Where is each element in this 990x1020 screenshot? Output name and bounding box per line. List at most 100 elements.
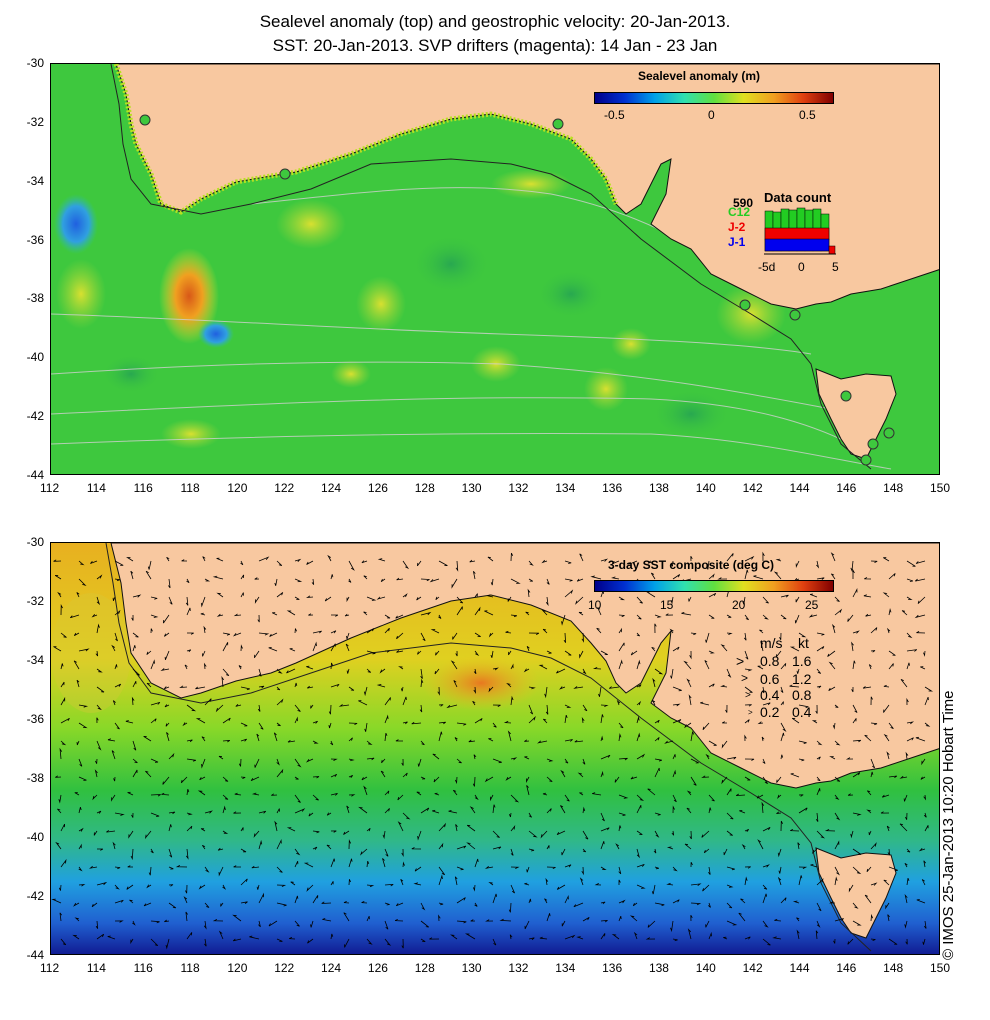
velocity-arrow [652, 700, 656, 706]
velocity-arrow [666, 846, 674, 850]
title-line-2: SST: 20-Jan-2013. SVP drifters (magenta)… [272, 36, 718, 55]
velocity-arrow [900, 679, 908, 688]
warm-core-eddy [421, 655, 541, 711]
y-tick-label: -42 [26, 889, 44, 903]
velocity-arrow [790, 773, 800, 778]
y-tick-label: -38 [26, 291, 44, 306]
velocity-arrow [852, 902, 859, 909]
velocity-arrow [330, 740, 334, 746]
velocity-arrow [508, 902, 512, 913]
velocity-arrow [702, 884, 710, 892]
velocity-arrow [96, 717, 99, 724]
velocity-arrow [690, 883, 702, 887]
velocity-arrow [60, 938, 67, 946]
y-tick-label: -40 [26, 350, 44, 365]
velocity-arrow [327, 554, 332, 562]
velocity-arrow [684, 722, 692, 729]
velocity-arrow [78, 722, 88, 729]
velocity-arrow [492, 938, 497, 946]
velocity-arrow [446, 704, 458, 709]
velocity-arrow [345, 643, 350, 652]
velocity-arrow [168, 752, 175, 760]
velocity-arrow [312, 846, 318, 850]
velocity-arrow [222, 642, 229, 652]
velocity-arrow [672, 703, 681, 707]
velocity-arrow [438, 731, 443, 742]
velocity-arrow [594, 883, 602, 886]
velocity-arrow [438, 902, 444, 906]
velocity-arrow [402, 721, 408, 725]
velocity-arrow [921, 758, 926, 766]
velocity-arrow [815, 704, 818, 714]
velocity-arrow [903, 794, 908, 802]
sst-colorbar [594, 580, 834, 592]
velocity-arrow [312, 740, 319, 744]
velocity-arrow [546, 776, 553, 782]
velocity-arrow [906, 737, 914, 742]
velocity-arrow [185, 884, 188, 894]
velocity-arrow [744, 704, 752, 707]
velocity-arrow [294, 848, 301, 856]
velocity-arrow [796, 668, 800, 674]
velocity-arrow [380, 578, 386, 583]
velocity-arrow [254, 650, 260, 659]
velocity-arrow [636, 732, 641, 742]
velocity-arrow [55, 841, 62, 850]
velocity-arrow [416, 791, 422, 796]
velocity-arrow [864, 734, 872, 742]
velocity-arrow [294, 861, 299, 868]
velocity-arrow [576, 936, 584, 940]
velocity-arrow [899, 775, 908, 779]
velocity-arrow [294, 704, 301, 712]
sealevel-anomaly-map[interactable] [50, 63, 940, 475]
velocity-arrow [780, 701, 784, 706]
velocity-arrow [238, 665, 242, 670]
data-count-series-j1: J-1 [728, 235, 746, 249]
velocity-arrow [234, 792, 242, 796]
velocity-arrow [796, 929, 800, 940]
velocity-arrow [633, 931, 638, 940]
velocity-arrow [411, 847, 422, 850]
velocity-arrow [726, 632, 733, 635]
velocity-arrow [114, 664, 118, 670]
velocity-arrow [324, 596, 332, 602]
velocity-arrow [344, 613, 350, 617]
velocity-arrow [276, 722, 281, 727]
y-tick-label: -32 [26, 594, 44, 608]
sst-map[interactable] [50, 542, 940, 955]
velocity-arrow [384, 732, 388, 742]
velocity-arrow [654, 758, 662, 762]
velocity-arrow [492, 846, 502, 850]
velocity-arrow [834, 704, 839, 708]
velocity-arrow [107, 738, 116, 742]
velocity-arrow [78, 578, 87, 586]
velocity-arrow [852, 568, 855, 579]
velocity-arrow [57, 591, 62, 598]
velocity-arrow [433, 776, 440, 783]
velocity-arrow [510, 614, 517, 618]
velocity-arrow [397, 821, 404, 832]
velocity-arrow [363, 611, 368, 616]
velocity-arrow [150, 614, 159, 618]
velocity-arrow [866, 809, 872, 814]
velocity-arrow [852, 866, 862, 875]
velocity-arrow [577, 772, 584, 778]
velocity-arrow [348, 686, 355, 691]
velocity-arrow [798, 632, 807, 638]
velocity-arrow [338, 704, 350, 707]
velocity-arrow [348, 758, 355, 762]
velocity-arrow [690, 776, 697, 786]
velocity-arrow [363, 575, 368, 580]
velocity-arrow [454, 737, 458, 742]
velocity-arrow [235, 704, 242, 707]
velocity-arrow [74, 917, 80, 922]
velocity-arrow [420, 902, 426, 911]
velocity-arrow [744, 734, 747, 742]
velocity-arrow [96, 740, 102, 751]
velocity-arrow [654, 902, 665, 907]
velocity-arrow [744, 829, 750, 833]
velocity-arrow [762, 893, 767, 904]
velocity-arrow [240, 722, 248, 727]
velocity-arrow [379, 668, 386, 674]
velocity-arrow [198, 884, 206, 890]
